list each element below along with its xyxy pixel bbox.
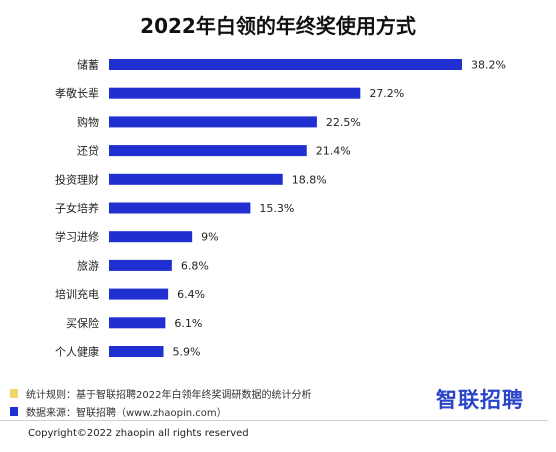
footer-divider — [0, 420, 548, 421]
category-label: 还贷 — [77, 144, 99, 158]
value-label: 18.8% — [292, 173, 327, 186]
value-label: 6.4% — [177, 288, 205, 301]
value-label: 22.5% — [326, 116, 361, 129]
legend-text-source: 数据来源：智联招聘（www.zhaopin.com） — [26, 408, 227, 419]
legend-text-rule: 统计规则：基于智联招聘2022年白领年终奖调研数据的统计分析 — [26, 390, 312, 401]
value-label: 9% — [201, 231, 218, 244]
copyright-text: Copyright©2022 zhaopin all rights reserv… — [28, 428, 249, 439]
logo-text: 智联招聘 — [436, 388, 524, 412]
category-label: 培训充电 — [55, 287, 99, 301]
value-label: 15.3% — [259, 202, 294, 215]
legend-item-source: 数据来源：智联招聘（www.zhaopin.com） — [10, 404, 227, 419]
category-label: 购物 — [77, 115, 99, 129]
bar — [109, 346, 164, 357]
category-label: 储蓄 — [77, 58, 99, 72]
bar — [109, 202, 251, 214]
bar — [109, 116, 317, 128]
category-label: 子女培养 — [55, 201, 99, 215]
value-label: 5.9% — [173, 346, 201, 359]
bar — [109, 288, 169, 300]
bar-chart: 储蓄 38.2% 孝敬长辈 27.2% 购物 22.5% 还贷 21.4% 投资理财 18.8% 子… — [55, 58, 506, 359]
bar — [109, 59, 462, 70]
bar — [109, 173, 283, 185]
bar — [109, 145, 307, 157]
category-label: 买保险 — [66, 316, 99, 330]
zhaopin-logo: 智联招聘 — [436, 384, 524, 414]
bar — [109, 259, 172, 271]
bar — [109, 87, 361, 99]
category-label: 孝敬长辈 — [55, 86, 99, 100]
value-label: 21.4% — [316, 145, 351, 158]
category-label: 投资理财 — [55, 172, 99, 186]
value-label: 27.2% — [369, 87, 404, 100]
chart-title: 2022年白领的年终奖使用方式 — [140, 14, 416, 38]
legend-swatch-source — [10, 407, 18, 416]
value-label: 6.8% — [181, 259, 209, 272]
category-label: 个人健康 — [55, 345, 99, 359]
bar — [109, 317, 166, 329]
legend-item-rule: 统计规则：基于智联招聘2022年白领年终奖调研数据的统计分析 — [10, 386, 311, 401]
value-label: 6.1% — [174, 317, 202, 330]
value-label: 38.2% — [471, 59, 506, 72]
bar — [109, 231, 193, 243]
legend-swatch-rule — [10, 389, 18, 398]
category-label: 学习进修 — [55, 230, 99, 244]
category-label: 旅游 — [77, 258, 99, 272]
